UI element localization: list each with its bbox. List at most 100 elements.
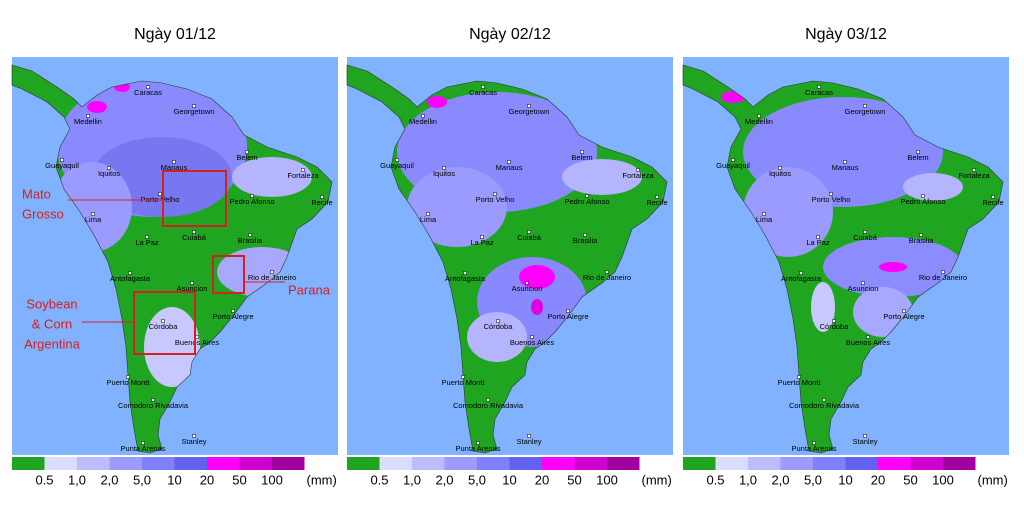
city-label: Puerto Montt — [442, 378, 486, 387]
legend-label: 5,0 — [804, 472, 822, 487]
city-dot — [527, 230, 531, 234]
city-label: Porto Alegre — [547, 312, 588, 321]
city-dot — [426, 212, 430, 216]
city-label: Georgetown — [174, 107, 215, 116]
city-dot — [762, 212, 766, 216]
rain-area — [903, 173, 963, 201]
city-dot — [493, 192, 497, 196]
city-label: Pedro Afonso — [229, 197, 274, 206]
city-dot — [86, 114, 90, 118]
rain-area — [427, 96, 447, 108]
coast — [346, 64, 668, 454]
legend-swatch — [542, 457, 575, 470]
city-dot — [248, 233, 252, 237]
legend-label: 0.5 — [370, 472, 388, 487]
annotation: Soybean — [26, 296, 77, 311]
city-label: Pedro Afonso — [564, 197, 609, 206]
city-label: Manaus — [496, 163, 523, 172]
legend-swatch — [748, 457, 781, 470]
rain-area — [811, 282, 835, 332]
city-label: Georgetown — [845, 107, 886, 116]
city-label: Caracas — [469, 88, 497, 97]
city-dot — [527, 104, 531, 108]
legend-label: 100 — [261, 472, 283, 487]
annotation: Argentina — [24, 336, 80, 351]
city-label: Porto Velho — [812, 195, 851, 204]
city-label: Córdoba — [484, 322, 514, 331]
legend-label: 10 — [167, 472, 181, 487]
city-label: Punta Arenas — [791, 444, 836, 453]
legend-label: 50 — [567, 472, 581, 487]
city-dot — [583, 233, 587, 237]
city-label: Cuiabá — [517, 233, 542, 242]
city-label: Rio de Janeiro — [583, 273, 631, 282]
coast — [682, 64, 1004, 454]
rain-area — [879, 262, 907, 272]
annotation: & Corn — [32, 316, 72, 331]
city-dot — [797, 375, 801, 379]
city-dot — [476, 441, 480, 445]
city-label: Iquitos — [769, 169, 791, 178]
city-label: Asuncion — [848, 284, 879, 293]
city-dot — [822, 398, 826, 402]
city-label: Recife — [982, 198, 1003, 207]
city-dot — [461, 375, 465, 379]
legend-label: 5,0 — [133, 472, 151, 487]
map-title: Ngày 01/12 — [134, 26, 216, 43]
city-dot — [245, 150, 249, 154]
city-label: Puerto Montt — [107, 378, 151, 387]
city-label: Recife — [311, 198, 332, 207]
city-dot — [128, 271, 132, 275]
legend-label: 1,0 — [739, 472, 757, 487]
city-label: Iquitos — [98, 169, 120, 178]
city-label: Antofagasta — [445, 274, 486, 283]
legend-swatch — [607, 457, 640, 470]
legend-label: 0.5 — [35, 472, 53, 487]
city-label: Antofagasta — [110, 274, 151, 283]
city-label: Rio de Janeiro — [248, 273, 296, 282]
rain-layer — [397, 92, 642, 362]
city-label: Buenos Aires — [846, 338, 890, 347]
city-dot — [158, 192, 162, 196]
city-label: Caracas — [134, 88, 162, 97]
city-dot — [580, 150, 584, 154]
map-panel: Caracas Georgetown Medellin Belem Guayaquil M… — [682, 57, 1009, 455]
city-label: Guayaquil — [716, 161, 750, 170]
city-dot — [421, 114, 425, 118]
legend-label: 2,0 — [435, 472, 453, 487]
city-label: Porto Alegre — [883, 312, 924, 321]
city-label: Fortaleza — [958, 171, 990, 180]
city-dot — [270, 270, 274, 274]
city-label: Porto Velho — [141, 195, 180, 204]
city-dot — [778, 166, 782, 170]
city-dot — [916, 150, 920, 154]
legend-swatch — [477, 457, 510, 470]
legend-swatch — [683, 457, 716, 470]
city-label: Guayaquil — [45, 161, 79, 170]
city-dot — [829, 192, 833, 196]
legend-label: 10 — [838, 472, 852, 487]
city-label: Stanley — [181, 437, 206, 446]
legend-label: 1,0 — [403, 472, 421, 487]
city-label: Recife — [646, 198, 667, 207]
map-title: Ngày 02/12 — [469, 26, 551, 43]
city-dot — [817, 85, 821, 89]
city-label: La Paz — [470, 238, 494, 247]
legend-swatch — [574, 457, 607, 470]
city-label: Stanley — [852, 437, 877, 446]
city-dot — [60, 158, 64, 162]
legend-swatch — [44, 457, 77, 470]
city-dot — [91, 212, 95, 216]
city-label: Cuiabá — [853, 233, 878, 242]
legend-swatch — [109, 457, 142, 470]
city-dot — [655, 195, 659, 199]
legend-swatch — [347, 457, 380, 470]
legend-label: 100 — [932, 472, 954, 487]
legend-swatch — [379, 457, 412, 470]
city-label: Manaus — [832, 163, 859, 172]
map-panel: Caracas Georgetown Medellin Belem Guayaquil M… — [346, 57, 673, 455]
city-label: Fortaleza — [287, 171, 319, 180]
city-dot — [463, 271, 467, 275]
city-dot — [972, 168, 976, 172]
map-title: Ngày 03/12 — [805, 26, 887, 43]
